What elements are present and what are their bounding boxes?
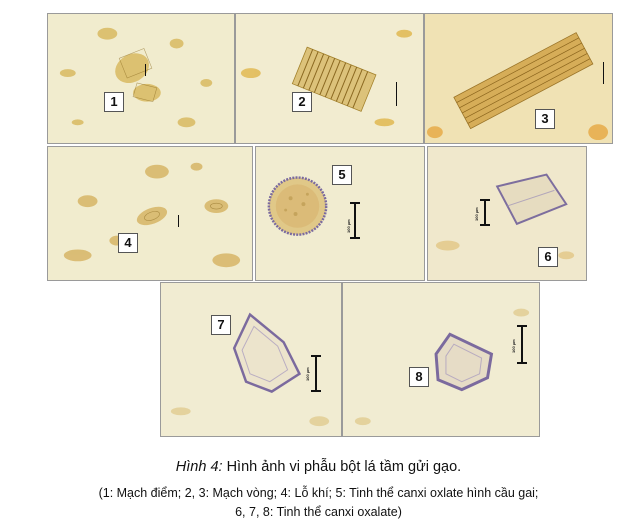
- scale-label: 100 µm: [511, 339, 516, 353]
- legend-line-1: (1: Mạch điểm; 2, 3: Mạch vòng; 4: Lỗ kh…: [98, 486, 539, 500]
- panel-label: 1: [104, 92, 124, 112]
- scale-bar: [396, 82, 397, 106]
- panel-label: 6: [538, 247, 558, 267]
- panel-8: 8 100 µm: [342, 282, 540, 437]
- panel-6: 6 100 µm: [427, 146, 587, 281]
- panel-7: 7 100 µm: [160, 282, 342, 437]
- scale-label: 100 µm: [474, 207, 479, 221]
- scale-bar: [145, 64, 146, 76]
- scale-bar: [521, 325, 523, 363]
- scale-bar-cap: [517, 325, 527, 327]
- scale-bar-cap: [350, 202, 360, 204]
- panel-label: 2: [292, 92, 312, 112]
- legend-line-2: 6, 7, 8: Tinh thể canxi oxalate): [235, 505, 402, 519]
- scale-bar-cap: [311, 355, 321, 357]
- figure-caption-legend: (1: Mạch điểm; 2, 3: Mạch vòng; 4: Lỗ kh…: [0, 484, 637, 522]
- panel-5: 5 100 µm: [255, 146, 425, 281]
- micrograph-5: [256, 147, 424, 280]
- scale-label: 100 µm: [305, 367, 310, 381]
- scale-bar-cap: [517, 362, 527, 364]
- scale-bar: [603, 62, 604, 84]
- panel-label: 5: [332, 165, 352, 185]
- scale-bar: [354, 202, 356, 238]
- micrograph-4: [48, 147, 252, 280]
- micrograph-6: [428, 147, 586, 280]
- panel-2: 2: [235, 13, 424, 144]
- scale-bar-cap: [311, 390, 321, 392]
- panel-1: 1: [47, 13, 235, 144]
- micrograph-7: [161, 283, 341, 436]
- panel-label: 3: [535, 109, 555, 129]
- panel-label: 4: [118, 233, 138, 253]
- scale-bar-cap: [480, 199, 490, 201]
- scale-bar: [178, 215, 179, 227]
- panel-3: 3: [424, 13, 613, 144]
- figure-number: Hình 4:: [175, 459, 223, 475]
- panel-label: 7: [211, 315, 231, 335]
- micrograph-8: [343, 283, 539, 436]
- scale-bar: [315, 355, 317, 391]
- scale-bar-cap: [350, 237, 360, 239]
- panel-4: 4: [47, 146, 253, 281]
- micrograph-2: [236, 14, 423, 143]
- figure-caption-title: Hình 4: Hình ảnh vi phẫu bột lá tầm gửi …: [0, 459, 637, 475]
- scale-label: 100 µm: [346, 219, 351, 233]
- scale-bar-cap: [480, 224, 490, 226]
- micrograph-1: [48, 14, 234, 143]
- scale-bar: [484, 199, 486, 225]
- panel-label: 8: [409, 367, 429, 387]
- micrograph-3: [425, 14, 612, 143]
- figure-title: Hình ảnh vi phẫu bột lá tầm gửi gạo.: [226, 459, 462, 475]
